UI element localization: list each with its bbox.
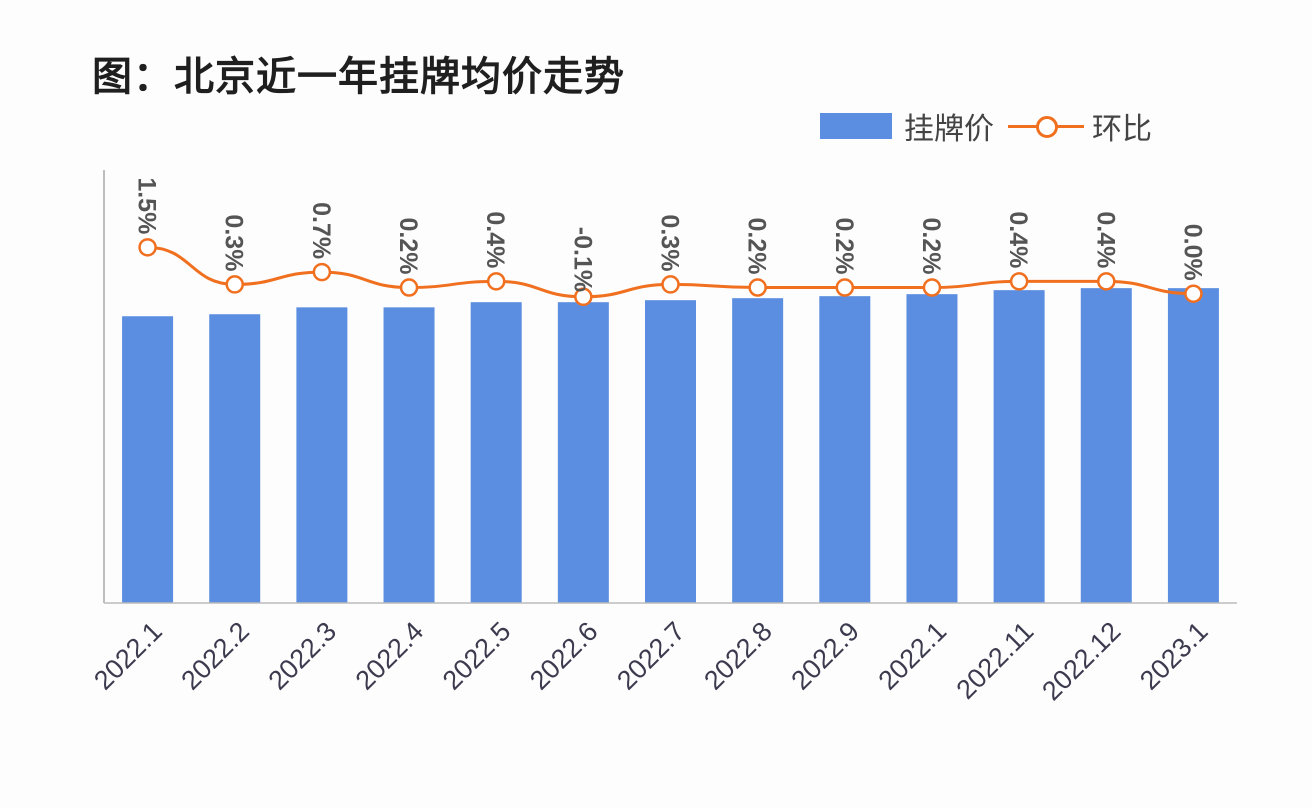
data-label: 0.7% bbox=[307, 202, 335, 259]
bar-2022.1 bbox=[906, 294, 958, 603]
bar-2022.4 bbox=[383, 307, 435, 603]
x-tick-label: 2022.11 bbox=[951, 616, 1040, 705]
line-marker-2022.6 bbox=[574, 287, 593, 307]
bar-2022.9 bbox=[819, 296, 871, 603]
x-tick-label: 2022.1 bbox=[88, 616, 168, 696]
data-label: 0.2% bbox=[830, 218, 858, 275]
legend: 挂牌价 环比 bbox=[820, 104, 1152, 148]
bar-2023.1 bbox=[1167, 288, 1219, 603]
legend-bar-swatch bbox=[820, 113, 892, 139]
line-marker-2022.8 bbox=[748, 278, 767, 297]
data-label: -0.1% bbox=[568, 227, 596, 292]
data-label: 0.4% bbox=[1004, 211, 1032, 268]
legend-bar-label: 挂牌价 bbox=[904, 112, 994, 147]
data-label: 0.2% bbox=[917, 218, 945, 275]
bar-2022.12 bbox=[1080, 288, 1132, 603]
x-tick-label: 2022.2 bbox=[175, 616, 255, 696]
line-marker-2022.5 bbox=[486, 272, 506, 291]
line-marker-2023.1 bbox=[1184, 284, 1203, 303]
legend-line-label: 环比 bbox=[1092, 112, 1152, 147]
line-marker-2022.11 bbox=[1009, 272, 1029, 291]
x-tick-label: 2023.1 bbox=[1134, 616, 1214, 696]
line-marker-2022.7 bbox=[661, 275, 680, 294]
data-label: 0.2% bbox=[394, 218, 422, 275]
line-marker-2022.12 bbox=[1097, 272, 1116, 291]
legend-line-swatch bbox=[1008, 111, 1084, 141]
bar-2022.5 bbox=[470, 302, 522, 603]
line-marker-2022.1 bbox=[138, 238, 157, 257]
line-marker-2022.4 bbox=[399, 278, 419, 297]
line-marker-2022.3 bbox=[312, 262, 332, 282]
bar-2022.3 bbox=[296, 307, 348, 603]
x-tick-label: 2022.8 bbox=[698, 616, 778, 696]
x-tick-label: 2022.4 bbox=[350, 616, 430, 696]
data-label: 0.2% bbox=[743, 218, 771, 275]
bar-2022.6 bbox=[557, 302, 609, 603]
line-marker-2022.2 bbox=[225, 275, 244, 294]
x-tick-label: 2022.9 bbox=[785, 616, 865, 696]
data-label: 0.4% bbox=[481, 211, 509, 268]
x-tick-label: 2022.1 bbox=[873, 616, 953, 696]
x-tick-label: 2022.6 bbox=[524, 616, 604, 696]
bar-2022.8 bbox=[732, 298, 784, 603]
data-label: 0.4% bbox=[1091, 211, 1119, 268]
data-label: 1.5% bbox=[133, 177, 161, 234]
x-tick-label: 2022.12 bbox=[1036, 616, 1126, 706]
bar-2022.11 bbox=[993, 290, 1045, 603]
x-tick-label: 2022.3 bbox=[263, 616, 343, 696]
data-label: 0.3% bbox=[220, 214, 248, 271]
bar-2022.7 bbox=[645, 300, 696, 603]
data-label: 0.3% bbox=[656, 214, 684, 271]
x-tick-label: 2022.7 bbox=[611, 616, 691, 696]
x-tick-label: 2022.5 bbox=[437, 616, 517, 696]
chart-title: 图：北京近一年挂牌均价走势 bbox=[92, 54, 625, 100]
data-label: 0.0% bbox=[1178, 224, 1206, 281]
bar-2022.1 bbox=[122, 316, 174, 603]
line-marker-2022.9 bbox=[835, 278, 855, 297]
bar-2022.2 bbox=[209, 314, 261, 603]
line-marker-2022.1 bbox=[922, 278, 942, 297]
